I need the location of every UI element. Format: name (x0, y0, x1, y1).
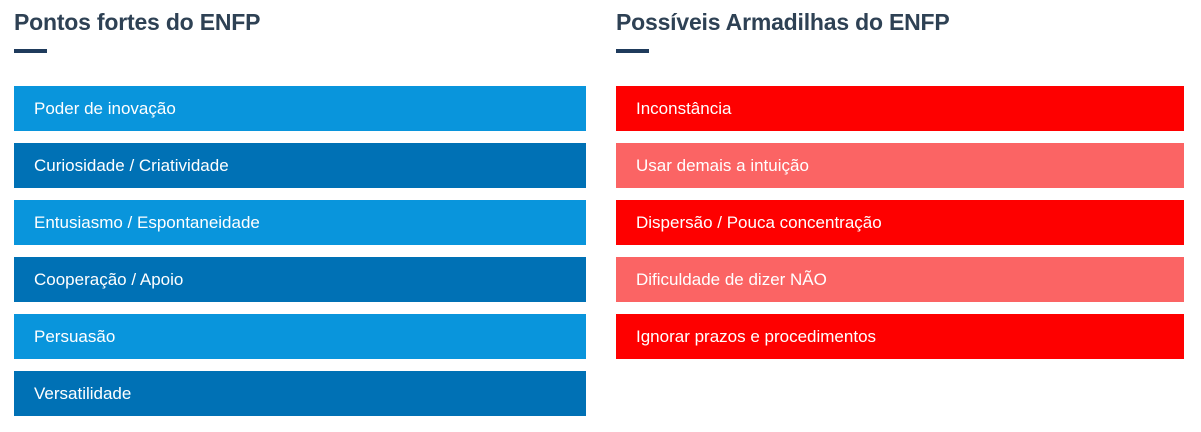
strengths-list: Poder de inovação Curiosidade / Criativi… (14, 86, 586, 416)
strength-bar: Poder de inovação (14, 86, 586, 131)
strengths-title-underline (14, 49, 47, 53)
pitfalls-title-underline (616, 49, 649, 53)
pitfall-bar: Dispersão / Pouca concentração (616, 200, 1184, 245)
pitfall-bar: Usar demais a intuição (616, 143, 1184, 188)
strength-bar: Versatilidade (14, 371, 586, 416)
pitfalls-list: Inconstância Usar demais a intuição Disp… (616, 86, 1184, 359)
pitfall-bar: Inconstância (616, 86, 1184, 131)
strengths-column: Pontos fortes do ENFP Poder de inovação … (14, 0, 586, 428)
strength-bar: Persuasão (14, 314, 586, 359)
strength-bar: Entusiasmo / Espontaneidade (14, 200, 586, 245)
pitfall-bar: Ignorar prazos e procedimentos (616, 314, 1184, 359)
pitfalls-column: Possíveis Armadilhas do ENFP Inconstânci… (616, 0, 1184, 371)
strength-bar: Cooperação / Apoio (14, 257, 586, 302)
pitfall-bar: Dificuldade de dizer NÃO (616, 257, 1184, 302)
pitfalls-title: Possíveis Armadilhas do ENFP (616, 9, 950, 35)
strength-bar: Curiosidade / Criatividade (14, 143, 586, 188)
strengths-title: Pontos fortes do ENFP (14, 9, 261, 35)
